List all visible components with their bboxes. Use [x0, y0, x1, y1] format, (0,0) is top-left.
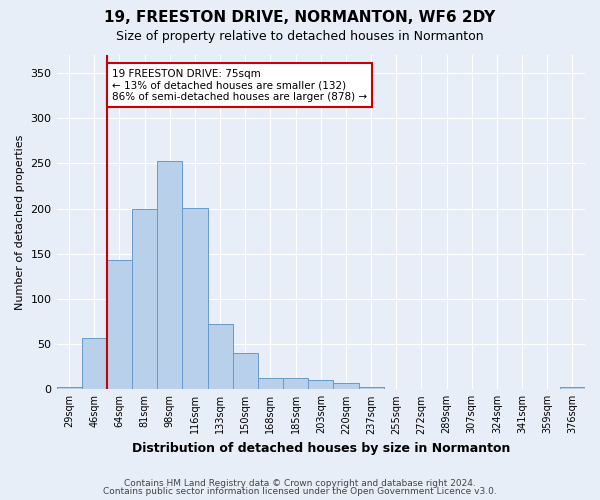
Bar	[182, 208, 208, 390]
Bar	[560, 386, 585, 390]
Bar	[283, 378, 308, 390]
Bar	[107, 260, 132, 390]
Text: Contains public sector information licensed under the Open Government Licence v3: Contains public sector information licen…	[103, 487, 497, 496]
Bar	[258, 378, 283, 390]
Text: Contains HM Land Registry data © Crown copyright and database right 2024.: Contains HM Land Registry data © Crown c…	[124, 478, 476, 488]
Bar	[56, 386, 82, 390]
Bar	[359, 386, 383, 390]
Bar	[132, 208, 157, 390]
Bar	[82, 338, 107, 390]
Text: 19, FREESTON DRIVE, NORMANTON, WF6 2DY: 19, FREESTON DRIVE, NORMANTON, WF6 2DY	[104, 10, 496, 25]
Bar	[157, 160, 182, 390]
Bar	[308, 380, 334, 390]
X-axis label: Distribution of detached houses by size in Normanton: Distribution of detached houses by size …	[131, 442, 510, 455]
Bar	[233, 353, 258, 390]
Bar	[208, 324, 233, 390]
Bar	[334, 383, 359, 390]
Text: Size of property relative to detached houses in Normanton: Size of property relative to detached ho…	[116, 30, 484, 43]
Text: 19 FREESTON DRIVE: 75sqm
← 13% of detached houses are smaller (132)
86% of semi-: 19 FREESTON DRIVE: 75sqm ← 13% of detach…	[112, 68, 367, 102]
Y-axis label: Number of detached properties: Number of detached properties	[15, 134, 25, 310]
